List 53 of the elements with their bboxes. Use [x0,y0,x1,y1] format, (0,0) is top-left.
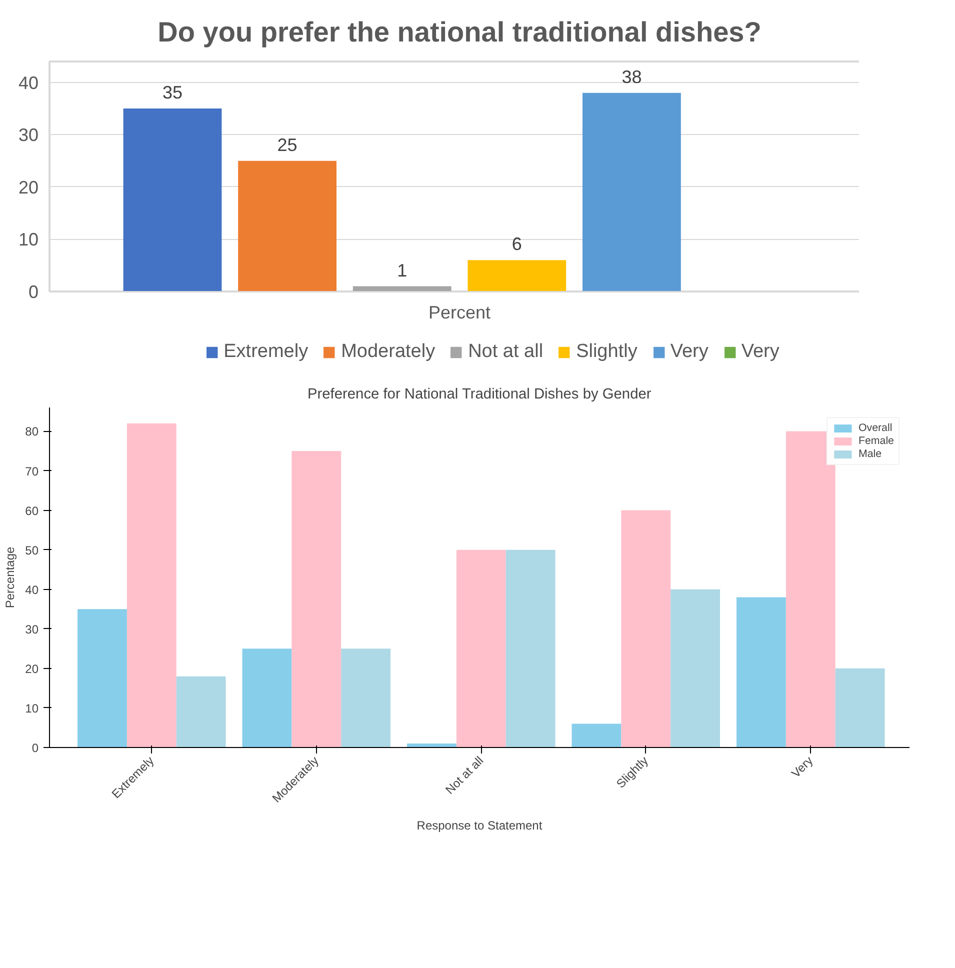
data-label: 1 [397,260,408,280]
bar [238,160,336,292]
data-label: 35 [162,82,183,103]
data-label: 38 [622,66,642,87]
legend-label: Extremely [224,341,308,363]
bar [78,609,127,748]
bar [123,108,222,292]
legend-label: Overall [858,422,892,434]
bar [835,668,885,748]
bar [670,589,720,748]
bar [786,431,836,748]
bar [176,676,226,748]
y-tick-label: 50 [25,543,39,558]
legend-label: Female [858,435,894,447]
bar [292,450,342,748]
y-tick-label: 0 [28,282,39,302]
y-tick-label: 70 [25,464,39,478]
y-tick-label: 30 [25,622,39,636]
x-tick-label: Percent [428,302,491,322]
y-axis-title: Percentage [3,546,18,608]
x-tick-label: Very [788,754,816,780]
x-tick-label: Not at all [442,754,486,797]
x-axis-title: Response to Statement [416,818,543,832]
y-tick-label: 40 [25,582,39,597]
bar [582,92,681,292]
y-tick-label: 40 [18,72,39,93]
y-tick-label: 20 [18,177,39,198]
chart-title: Do you prefer the national traditional dishes? [158,16,762,48]
legend-label: Very [741,341,780,363]
legend-label: Moderately [341,341,436,363]
bar [621,510,671,748]
y-tick-label: 60 [25,504,39,518]
bar [506,550,556,748]
y-tick-label: 10 [25,701,39,716]
bar [572,724,622,748]
y-tick-label: 0 [32,741,39,755]
legend-label: Male [858,448,882,460]
bar [242,648,292,748]
bar [456,550,506,748]
y-tick-label: 20 [25,662,39,676]
data-label: 25 [277,134,298,155]
bar [126,423,176,748]
y-tick-label: 30 [18,125,39,146]
bar [736,597,786,748]
bar [341,648,391,748]
y-tick-label: 10 [18,230,39,250]
bar [468,260,566,292]
y-tick-label: 80 [25,424,39,439]
legend-label: Slightly [576,341,638,363]
chart-title: Preference for National Traditional Dishes by Gender [307,386,652,402]
data-label: 6 [512,234,522,254]
legend-label: Not at all [468,341,544,363]
legend-label: Very [670,341,708,363]
